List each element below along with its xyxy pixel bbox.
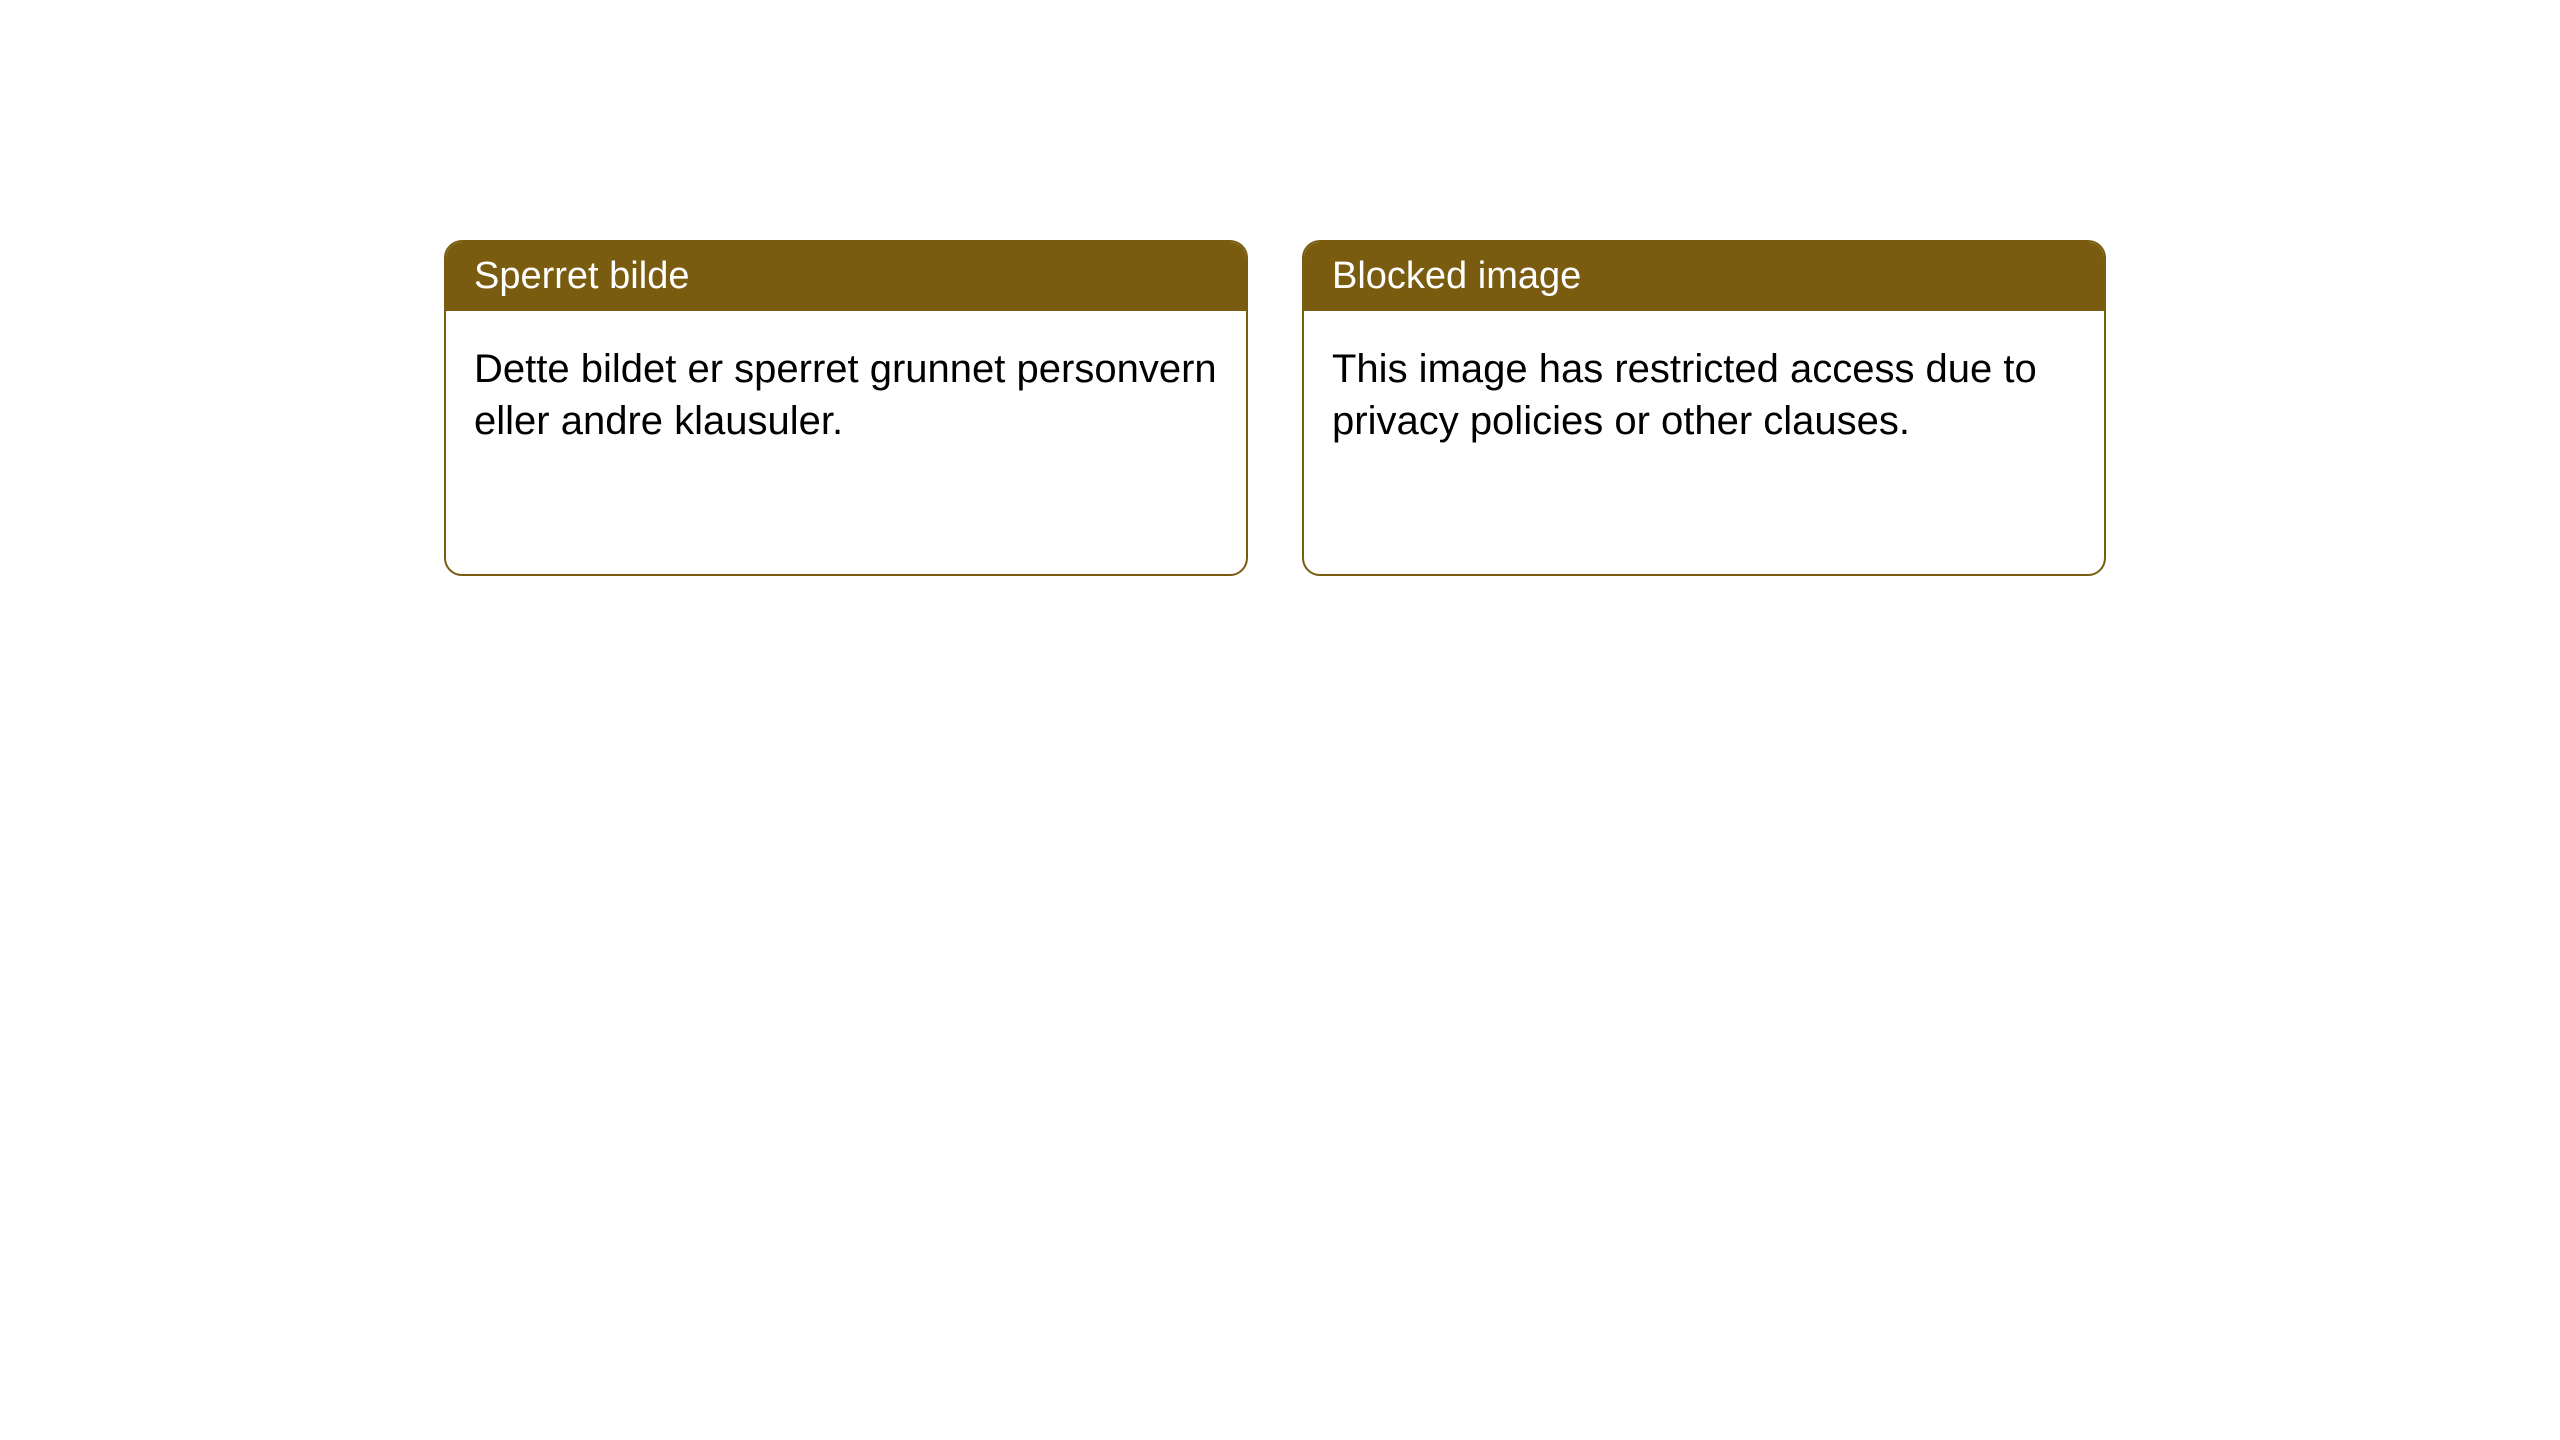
blocked-image-cards: Sperret bilde Dette bildet er sperret gr… bbox=[444, 240, 2106, 576]
card-body-text: Dette bildet er sperret grunnet personve… bbox=[474, 347, 1217, 443]
card-body: This image has restricted access due to … bbox=[1304, 311, 2104, 479]
blocked-image-card-en: Blocked image This image has restricted … bbox=[1302, 240, 2106, 576]
card-header-text: Sperret bilde bbox=[474, 255, 689, 297]
card-body: Dette bildet er sperret grunnet personve… bbox=[446, 311, 1246, 479]
card-header-text: Blocked image bbox=[1332, 255, 1581, 297]
card-header: Sperret bilde bbox=[446, 242, 1246, 311]
card-header: Blocked image bbox=[1304, 242, 2104, 311]
card-body-text: This image has restricted access due to … bbox=[1332, 347, 2037, 443]
blocked-image-card-no: Sperret bilde Dette bildet er sperret gr… bbox=[444, 240, 1248, 576]
